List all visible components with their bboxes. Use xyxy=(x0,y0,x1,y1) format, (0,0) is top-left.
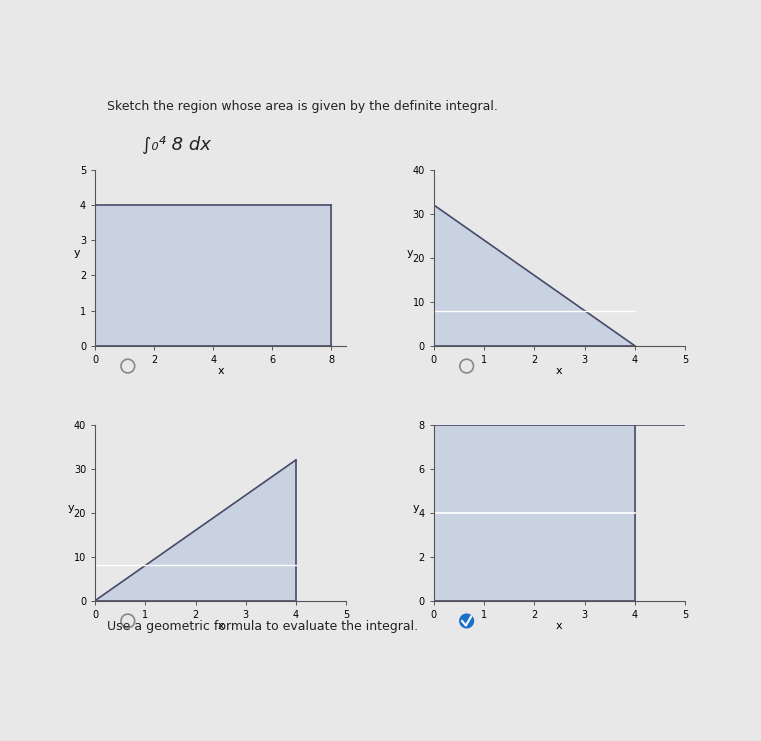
Y-axis label: y: y xyxy=(406,247,413,258)
Circle shape xyxy=(460,614,473,628)
Polygon shape xyxy=(434,205,635,346)
Y-axis label: y: y xyxy=(74,247,81,258)
X-axis label: x: x xyxy=(556,366,562,376)
Polygon shape xyxy=(95,460,296,601)
X-axis label: x: x xyxy=(218,366,224,376)
Text: Sketch the region whose area is given by the definite integral.: Sketch the region whose area is given by… xyxy=(107,100,498,113)
X-axis label: x: x xyxy=(218,621,224,631)
Text: ∫₀⁴ 8 dx: ∫₀⁴ 8 dx xyxy=(142,136,212,153)
Y-axis label: y: y xyxy=(68,502,75,513)
X-axis label: x: x xyxy=(556,621,562,631)
Text: Use a geometric formula to evaluate the integral.: Use a geometric formula to evaluate the … xyxy=(107,619,418,633)
Y-axis label: y: y xyxy=(412,502,419,513)
